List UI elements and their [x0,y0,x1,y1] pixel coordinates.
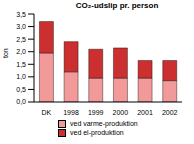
svg-text:3,5: 3,5 [16,12,26,17]
svg-text:1998: 1998 [63,109,79,116]
svg-text:0,0: 0,0 [16,98,26,105]
svg-text:DK: DK [41,109,51,116]
html-text:ved el-produktion: ved el-produktion [70,129,124,136]
html-text:CO₂-udslip pr. person: CO₂-udslip pr. person [75,1,159,10]
svg-text:1999: 1999 [88,109,104,116]
svg-text:2,0: 2,0 [16,48,26,55]
svg-text:2,5: 2,5 [16,36,26,43]
html-text:ved varme-produktion: ved varme-produktion [70,120,138,127]
svg-text:ton: ton [8,48,9,58]
svg-text:0,5: 0,5 [16,86,26,93]
svg-text:3,0: 3,0 [16,23,26,30]
svg-text:1,5: 1,5 [16,61,26,68]
svg-text:2000: 2000 [113,109,129,116]
svg-text:2001: 2001 [137,109,153,116]
svg-text:2002: 2002 [162,109,178,116]
svg-text:1,0: 1,0 [16,73,26,80]
